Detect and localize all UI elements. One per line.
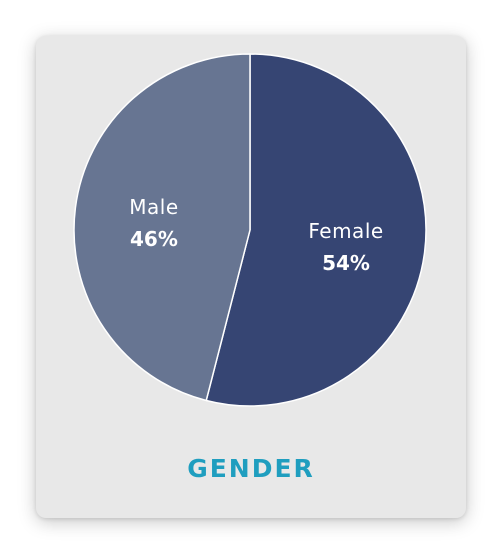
- slice-label-male: Male: [129, 195, 178, 219]
- slice-value-male: 46%: [130, 227, 178, 251]
- pie-chart: Female 54% Male 46%: [73, 53, 427, 407]
- chart-title: GENDER: [187, 454, 315, 483]
- pie-slice-male: [73, 53, 251, 402]
- pie-slices: [73, 53, 427, 407]
- slice-value-female: 54%: [322, 251, 370, 275]
- pie-slice-female: [205, 53, 427, 407]
- slice-label-female: Female: [308, 219, 383, 243]
- chart-card: Female 54% Male 46% GENDER: [36, 36, 466, 518]
- pie-labels: Female 54% Male 46%: [129, 195, 383, 275]
